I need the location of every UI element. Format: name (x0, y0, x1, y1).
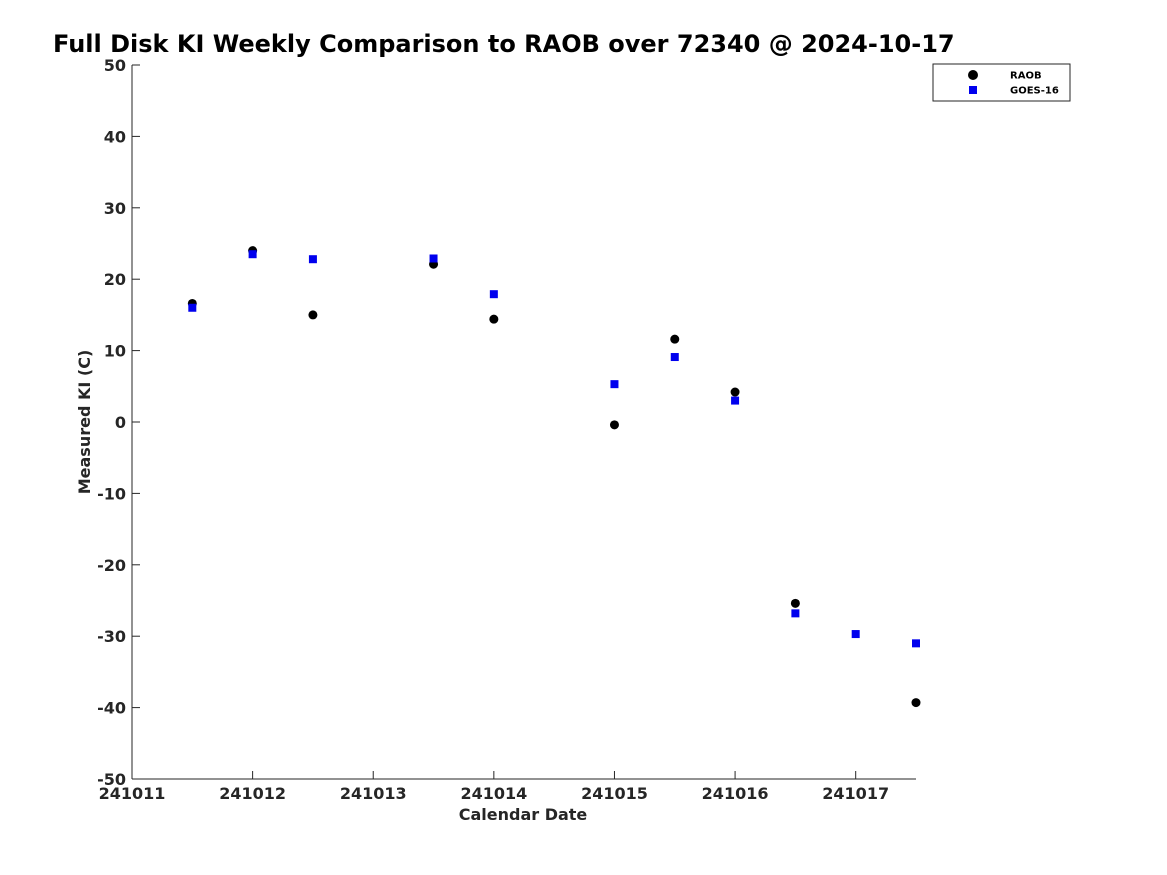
chart-title: Full Disk KI Weekly Comparison to RAOB o… (53, 30, 955, 58)
data-point (610, 380, 619, 389)
data-point (489, 290, 498, 299)
y-tick-label: 50 (104, 56, 126, 75)
x-axis: 241011 241012 241013 241014 241015 241016 2410… (99, 771, 916, 803)
y-tick-label: -30 (97, 627, 126, 646)
y-tick-label: 40 (104, 127, 126, 146)
data-point (670, 334, 680, 344)
data-point (188, 303, 197, 312)
x-tick-label: 241012 (219, 784, 286, 803)
y-tick-label: 20 (104, 270, 126, 289)
y-axis: 50 40 30 20 10 0 -10 -20 -30 -40 -50 (97, 56, 140, 789)
x-tick-label: 241014 (460, 784, 527, 803)
x-tick-label: 241013 (340, 784, 407, 803)
legend: RAOB GOES-16 (932, 63, 1071, 102)
data-point (429, 254, 438, 263)
x-tick-label: 241017 (822, 784, 889, 803)
y-tick-label: -10 (97, 484, 126, 503)
x-tick-label: 241016 (702, 784, 769, 803)
x-tick-label: 241011 (99, 784, 166, 803)
series-goes-16 (188, 250, 920, 648)
y-tick-label: -20 (97, 556, 126, 575)
legend-entry: GOES-16 (1010, 86, 1059, 97)
data-point (609, 420, 619, 430)
data-point (308, 255, 317, 264)
data-point (248, 250, 257, 259)
x-tick-label: 241015 (581, 784, 648, 803)
y-tick-label: 30 (104, 199, 126, 218)
plot-area (187, 246, 921, 708)
data-point (790, 598, 800, 608)
y-tick-label: -40 (97, 699, 126, 718)
y-tick-label: 0 (115, 413, 126, 432)
data-point (731, 396, 740, 405)
data-point (670, 353, 679, 362)
y-axis-label: Measured KI (C) (75, 350, 94, 495)
data-point (489, 314, 499, 324)
data-point (730, 387, 740, 397)
legend-box (932, 63, 1071, 102)
data-point (851, 630, 860, 639)
legend-marker (968, 70, 978, 80)
x-axis-label: Calendar Date (459, 805, 588, 824)
y-tick-label: -50 (97, 770, 126, 789)
series-raob (187, 246, 921, 708)
legend-marker (969, 86, 977, 94)
data-point (791, 609, 800, 618)
data-point (308, 310, 318, 320)
legend-entry: RAOB (1010, 71, 1042, 82)
data-point (912, 639, 920, 648)
data-point (911, 698, 921, 708)
y-tick-label: 10 (104, 342, 126, 361)
